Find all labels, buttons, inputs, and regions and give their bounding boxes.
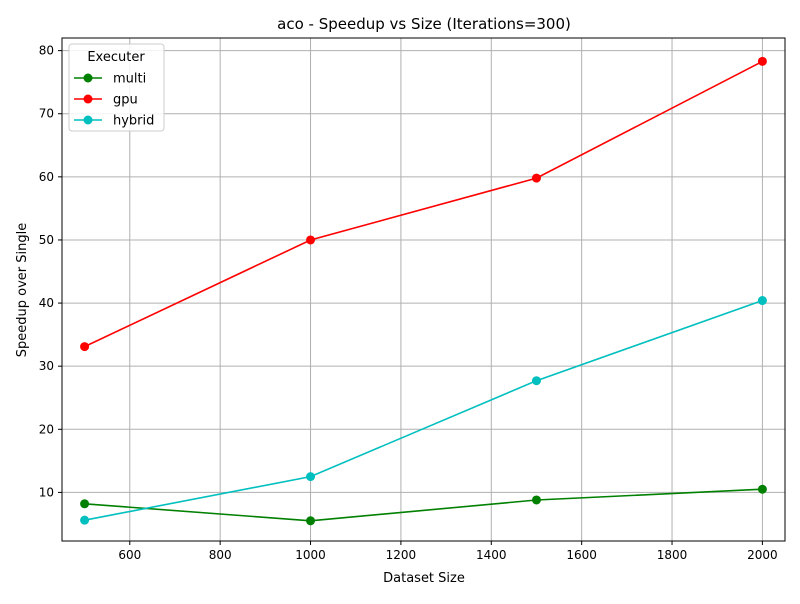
data-point-multi <box>531 495 541 505</box>
data-point-multi <box>306 516 316 526</box>
y-tick-label: 80 <box>39 44 54 58</box>
grid <box>62 38 785 541</box>
legend-marker-multi <box>83 73 93 83</box>
legend-items: multi gpu hybrid <box>74 72 154 129</box>
legend-label-hybrid: hybrid <box>113 114 154 129</box>
x-axis-label: Dataset Size <box>383 571 465 586</box>
data-point-multi <box>757 484 767 494</box>
legend-label-multi: multi <box>113 72 146 87</box>
series-line-hybrid <box>84 299 763 521</box>
data-point-gpu <box>531 173 541 183</box>
x-tick-label: 800 <box>209 548 232 562</box>
data-point-multi <box>80 499 90 509</box>
legend-marker-hybrid <box>83 115 93 125</box>
data-point-hybrid <box>531 376 541 386</box>
data-point-gpu <box>757 56 767 66</box>
y-axis-label: Speedup over Single <box>15 223 30 357</box>
axes: 600 800 1000 1200 1400 1600 1800 2000 10 20 30 40 50… <box>39 44 778 562</box>
legend-marker-gpu <box>83 94 93 104</box>
data-point-gpu <box>306 235 316 245</box>
y-tick-label: 10 <box>39 485 54 499</box>
x-tick-label: 600 <box>118 548 141 562</box>
x-tick-label: 1600 <box>566 548 597 562</box>
y-tick-label: 60 <box>39 170 54 184</box>
chart-title: aco - Speedup vs Size (Iterations=300) <box>277 15 571 33</box>
x-tick-label: 1400 <box>476 548 507 562</box>
series-lines <box>80 56 767 526</box>
x-tick-label: 1800 <box>657 548 688 562</box>
legend-label-gpu: gpu <box>113 93 138 108</box>
series-line-gpu <box>84 60 763 348</box>
legend-title: Executer <box>87 50 145 65</box>
data-point-gpu <box>80 342 90 352</box>
x-tick-label: 2000 <box>747 548 778 562</box>
data-point-hybrid <box>757 296 767 306</box>
data-point-hybrid <box>306 472 316 482</box>
legend-box <box>68 43 165 132</box>
y-tick-label: 30 <box>39 359 54 373</box>
y-tick-label: 50 <box>39 233 54 247</box>
x-tick-label: 1200 <box>386 548 417 562</box>
y-tick-label: 70 <box>39 107 54 121</box>
plot-frame <box>61 37 786 542</box>
legend: Executer multi gpu hybrid <box>68 43 165 132</box>
data-point-hybrid <box>80 515 90 525</box>
x-tick-label: 1000 <box>295 548 326 562</box>
y-tick-label: 40 <box>39 296 54 310</box>
series-line-multi <box>84 488 763 522</box>
y-tick-label: 20 <box>39 422 54 436</box>
